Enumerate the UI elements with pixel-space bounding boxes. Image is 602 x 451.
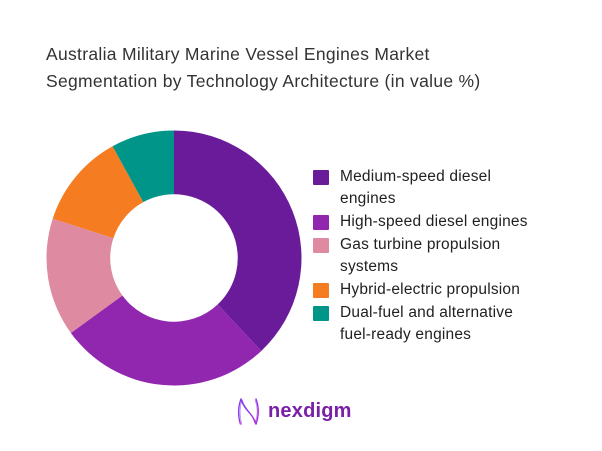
chart-title: Australia Military Marine Vessel Engines… (46, 44, 481, 91)
nexdigm-logo-icon (238, 398, 259, 425)
legend-swatch-dual-fuel (313, 306, 329, 321)
legend-swatch-gas-turbine (313, 238, 329, 253)
legend-label-gas-turbine: Gas turbine propulsion systems (340, 236, 501, 275)
donut-slice-hybrid-electric-propulsion (52, 146, 144, 239)
donut-chart (46, 130, 302, 386)
legend-swatch-medium-speed-diesel (313, 170, 329, 185)
donut-slice-medium-speed-diesel-engines (174, 130, 302, 351)
legend: Medium-speed diesel engines High-speed d… (313, 166, 563, 347)
legend-swatch-hybrid-electric (313, 283, 329, 298)
legend-item-medium-speed-diesel: Medium-speed diesel engines (313, 166, 563, 210)
legend-label-high-speed-diesel: High-speed diesel engines (340, 213, 528, 230)
legend-swatch-high-speed-diesel (313, 215, 329, 230)
nexdigm-logo-text: nexdigm (268, 400, 352, 422)
nexdigm-logo: nexdigm (236, 396, 352, 427)
legend-item-hybrid-electric: Hybrid-electric propulsion (313, 279, 563, 301)
legend-label-medium-speed-diesel: Medium-speed diesel engines (340, 168, 492, 207)
donut-slice-dual-fuel-and-alternative-fuel-ready-engines (112, 130, 174, 203)
donut-slice-gas-turbine-propulsion-systems (46, 218, 123, 333)
legend-label-hybrid-electric: Hybrid-electric propulsion (340, 281, 521, 298)
legend-item-high-speed-diesel: High-speed diesel engines (313, 211, 563, 233)
donut-slice-high-speed-diesel-engines (70, 295, 262, 386)
legend-item-gas-turbine: Gas turbine propulsion systems (313, 234, 563, 278)
legend-label-dual-fuel: Dual-fuel and alternative fuel-ready eng… (340, 304, 514, 343)
legend-item-dual-fuel: Dual-fuel and alternative fuel-ready eng… (313, 302, 563, 346)
